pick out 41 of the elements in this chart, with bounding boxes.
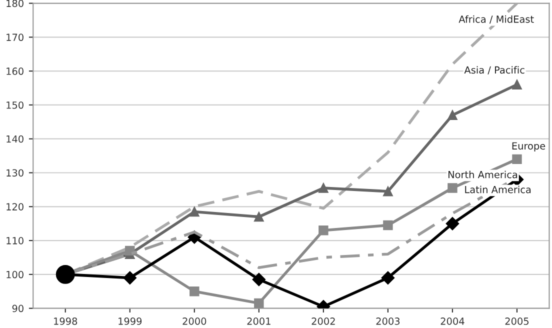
y-tick-label: 180 — [6, 0, 24, 8]
point — [448, 183, 458, 193]
series-label: Latin America — [465, 186, 531, 194]
y-tick-label: 130 — [6, 169, 24, 177]
point — [383, 186, 393, 196]
series-label: Europe — [512, 142, 546, 152]
y-tick-label: 100 — [6, 270, 24, 278]
series-label: Africa / MidEast — [458, 15, 534, 24]
series-label: North America — [448, 170, 518, 178]
point — [190, 206, 200, 217]
point — [318, 226, 328, 236]
y-tick-label: 120 — [6, 203, 24, 210]
point — [448, 110, 458, 120]
y-tick-label: 90 — [12, 304, 24, 312]
point — [190, 286, 200, 296]
x-tick-label: 2005 — [505, 318, 529, 325]
y-tick-label: 170 — [6, 34, 24, 42]
point — [512, 80, 522, 90]
x-tick-label: 1999 — [118, 318, 142, 325]
point — [383, 220, 393, 230]
x-tick-label: 2000 — [182, 318, 206, 325]
y-tick-label: 160 — [6, 68, 24, 75]
series-label: Asia / Pacific — [464, 66, 524, 74]
point — [254, 298, 264, 308]
x-tick-label: 1998 — [54, 318, 78, 325]
point — [254, 212, 264, 222]
point — [125, 246, 135, 256]
point — [252, 272, 266, 286]
x-tick-label: 2002 — [312, 318, 335, 325]
y-tick-label: 140 — [6, 135, 24, 143]
point — [381, 271, 395, 284]
y-tick-label: 110 — [6, 237, 24, 244]
x-tick-label: 2004 — [440, 318, 464, 325]
x-tick-label: 2003 — [376, 318, 400, 325]
point — [318, 183, 328, 193]
point — [512, 154, 522, 164]
x-tick-label: 2001 — [247, 318, 270, 325]
point — [56, 264, 75, 284]
point — [446, 217, 460, 230]
point — [123, 271, 136, 284]
y-tick-label: 150 — [6, 101, 24, 109]
